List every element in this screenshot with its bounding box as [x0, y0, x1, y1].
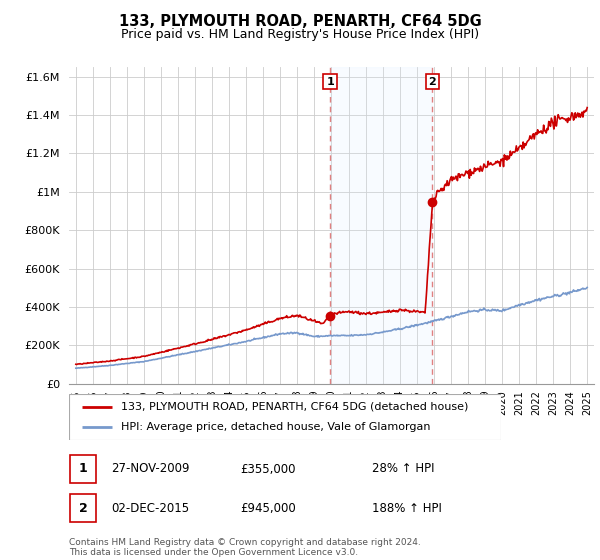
Bar — [330, 67, 433, 384]
Text: 27-NOV-2009: 27-NOV-2009 — [111, 463, 190, 475]
Text: 2: 2 — [428, 77, 436, 87]
Text: Price paid vs. HM Land Registry's House Price Index (HPI): Price paid vs. HM Land Registry's House … — [121, 28, 479, 41]
Text: 28% ↑ HPI: 28% ↑ HPI — [372, 463, 434, 475]
Text: Contains HM Land Registry data © Crown copyright and database right 2024.
This d: Contains HM Land Registry data © Crown c… — [69, 538, 421, 557]
Text: £945,000: £945,000 — [240, 502, 296, 515]
Text: 133, PLYMOUTH ROAD, PENARTH, CF64 5DG (detached house): 133, PLYMOUTH ROAD, PENARTH, CF64 5DG (d… — [121, 402, 468, 412]
Text: HPI: Average price, detached house, Vale of Glamorgan: HPI: Average price, detached house, Vale… — [121, 422, 430, 432]
Text: 1: 1 — [79, 463, 88, 475]
Text: 1: 1 — [326, 77, 334, 87]
Text: 133, PLYMOUTH ROAD, PENARTH, CF64 5DG: 133, PLYMOUTH ROAD, PENARTH, CF64 5DG — [119, 14, 481, 29]
Text: £355,000: £355,000 — [240, 463, 296, 475]
Text: 188% ↑ HPI: 188% ↑ HPI — [372, 502, 442, 515]
Text: 02-DEC-2015: 02-DEC-2015 — [111, 502, 189, 515]
Text: 2: 2 — [79, 502, 88, 515]
